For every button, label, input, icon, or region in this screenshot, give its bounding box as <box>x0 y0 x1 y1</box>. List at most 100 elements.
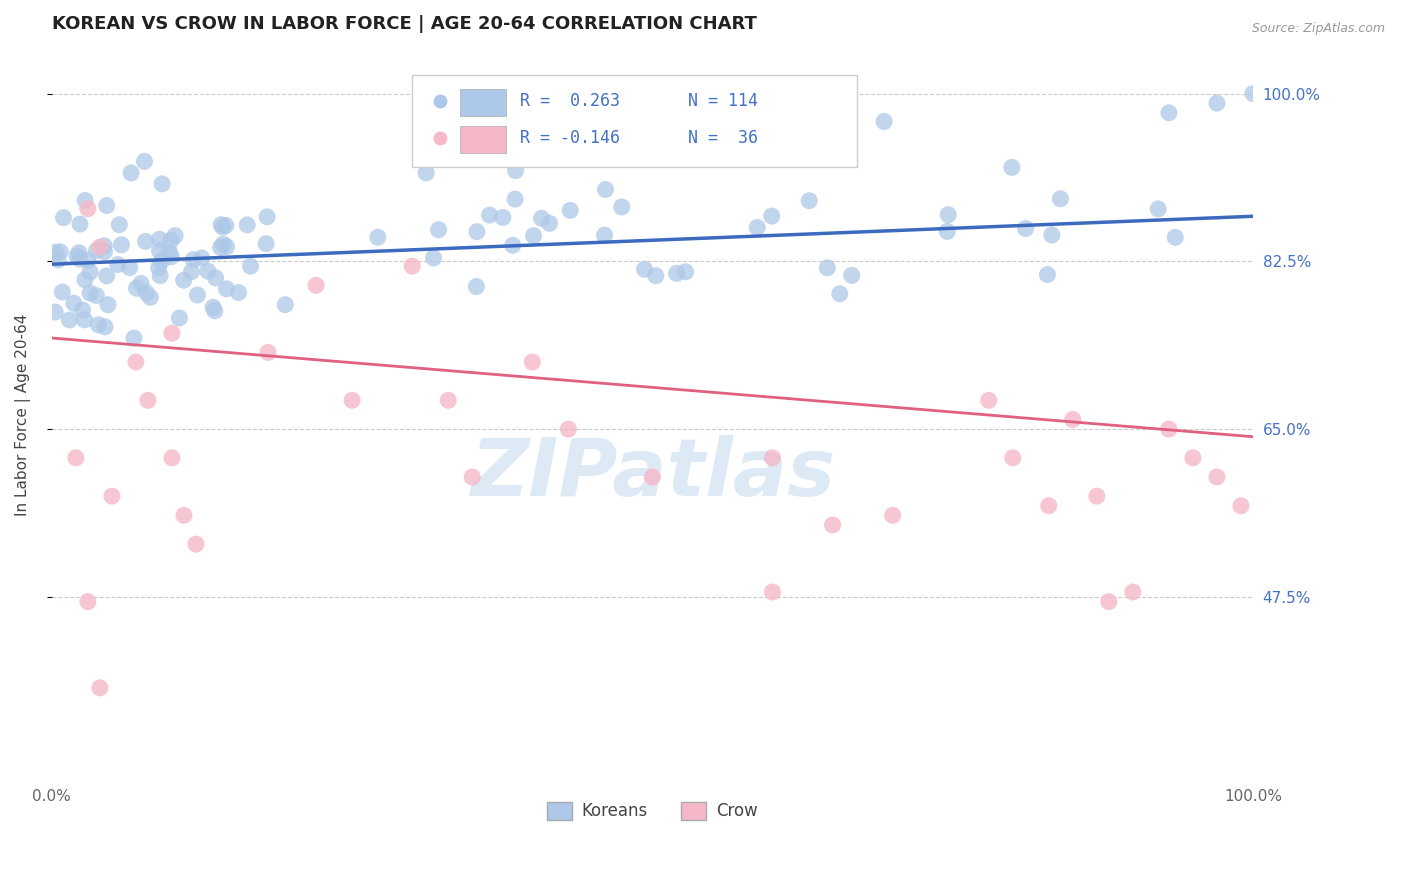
Text: N = 114: N = 114 <box>689 92 758 110</box>
Point <box>523 228 546 243</box>
Point <box>1164 230 1187 244</box>
Point <box>215 240 238 254</box>
Point <box>73 273 96 287</box>
Point <box>644 268 666 283</box>
Point <box>641 470 664 484</box>
Point <box>841 268 863 283</box>
Point <box>84 288 107 302</box>
Point <box>1206 96 1229 111</box>
Point <box>69 252 91 267</box>
Point <box>122 331 145 345</box>
Point <box>93 239 115 253</box>
Point <box>305 278 328 293</box>
Point <box>120 166 142 180</box>
Point <box>465 225 488 239</box>
Point <box>522 355 544 369</box>
Text: R =  0.263: R = 0.263 <box>520 92 620 110</box>
Text: Source: ZipAtlas.com: Source: ZipAtlas.com <box>1251 22 1385 36</box>
Point <box>828 286 851 301</box>
Point <box>215 282 238 296</box>
Point <box>149 232 172 246</box>
Point <box>148 260 170 275</box>
Text: ZIPatlas: ZIPatlas <box>470 434 835 513</box>
Point <box>107 258 129 272</box>
Point <box>129 277 152 291</box>
Point <box>502 238 524 252</box>
Point <box>110 237 132 252</box>
Point <box>936 208 959 222</box>
Point <box>165 228 187 243</box>
Point <box>1085 489 1108 503</box>
Point <box>254 236 277 251</box>
Point <box>101 489 124 503</box>
Point <box>186 288 208 302</box>
Point <box>67 245 90 260</box>
Point <box>437 393 460 408</box>
Point <box>209 240 232 254</box>
Point <box>149 268 172 283</box>
Point <box>665 266 688 280</box>
Point <box>44 305 66 319</box>
Point <box>1147 202 1170 216</box>
Point <box>1040 227 1063 242</box>
Point <box>96 268 118 283</box>
Point <box>135 285 157 300</box>
Point <box>76 253 98 268</box>
Point <box>173 508 195 523</box>
Point <box>977 393 1000 408</box>
Point <box>274 298 297 312</box>
Point <box>63 296 86 310</box>
Point <box>415 166 437 180</box>
Point <box>135 235 157 249</box>
Point <box>180 264 202 278</box>
Point <box>79 286 101 301</box>
Point <box>69 217 91 231</box>
Point <box>239 259 262 273</box>
Point <box>58 313 80 327</box>
Text: KOREAN VS CROW IN LABOR FORCE | AGE 20-64 CORRELATION CHART: KOREAN VS CROW IN LABOR FORCE | AGE 20-6… <box>52 15 756 33</box>
Point <box>204 304 226 318</box>
Point <box>560 203 582 218</box>
Point <box>256 210 278 224</box>
Point <box>94 319 117 334</box>
Point <box>51 285 73 299</box>
Point <box>87 318 110 332</box>
Point <box>465 279 488 293</box>
Text: R = -0.146: R = -0.146 <box>520 129 620 147</box>
Point <box>125 281 148 295</box>
FancyBboxPatch shape <box>460 126 506 153</box>
Point <box>538 216 561 230</box>
Point <box>215 219 238 233</box>
Point <box>257 345 280 359</box>
FancyBboxPatch shape <box>412 75 856 168</box>
Point <box>1001 450 1024 465</box>
Point <box>148 244 170 258</box>
Point <box>1049 192 1071 206</box>
Point <box>799 194 821 208</box>
Point <box>46 252 69 267</box>
Point <box>73 313 96 327</box>
Point <box>160 250 183 264</box>
Point <box>45 245 67 260</box>
Point <box>1036 268 1059 282</box>
Point <box>184 537 207 551</box>
Point <box>761 450 783 465</box>
Point <box>96 198 118 212</box>
Point <box>65 450 87 465</box>
Point <box>169 311 191 326</box>
Point <box>236 218 259 232</box>
Point <box>747 220 769 235</box>
Point <box>66 249 89 263</box>
Point <box>422 251 444 265</box>
Point <box>503 192 526 206</box>
Point <box>76 202 98 216</box>
Point <box>873 114 896 128</box>
Point <box>181 252 204 267</box>
Point <box>401 259 423 273</box>
Point <box>821 517 844 532</box>
Point <box>72 303 94 318</box>
Point <box>52 211 75 225</box>
Point <box>633 262 655 277</box>
Point <box>212 237 235 252</box>
Point <box>1014 221 1036 235</box>
